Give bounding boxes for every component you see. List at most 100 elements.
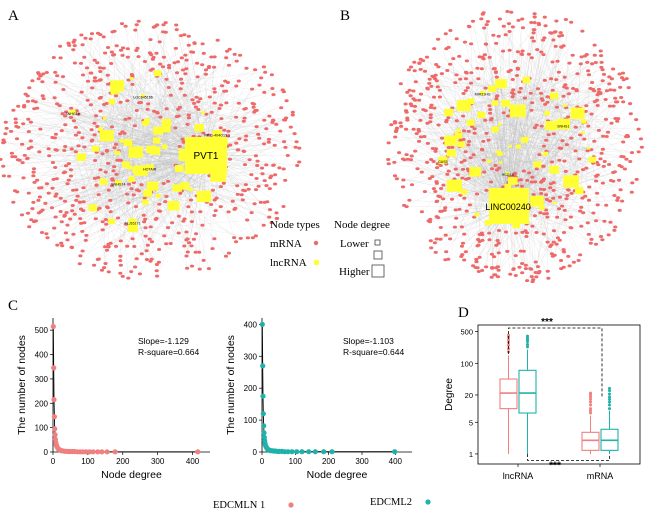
mrna-node <box>39 186 44 190</box>
lncrna-node <box>167 201 180 211</box>
lncrna-node <box>127 224 138 232</box>
outlier-point <box>589 411 592 415</box>
mrna-node <box>403 102 408 106</box>
mrna-node <box>412 69 417 73</box>
network-edge <box>461 144 603 184</box>
mrna-node <box>480 238 485 242</box>
mrna-node <box>429 158 434 161</box>
mrna-node <box>617 72 622 76</box>
mrna-node <box>89 139 94 143</box>
mrna-node <box>535 48 540 52</box>
mrna-node <box>217 107 222 110</box>
mrna-node <box>535 265 541 269</box>
mrna-node <box>262 142 267 146</box>
mrna-node <box>413 80 418 84</box>
lncrna-node <box>99 130 114 142</box>
mrna-node <box>543 208 549 212</box>
panel-letter-b: B <box>340 8 350 24</box>
mrna-node <box>520 26 526 30</box>
mrna-node <box>459 244 465 248</box>
mrna-node <box>619 76 625 80</box>
mrna-node <box>412 109 417 113</box>
mrna-node <box>130 74 135 78</box>
data-point <box>321 449 327 455</box>
bottom-legend-edcml2-swatch <box>425 499 431 505</box>
mrna-node <box>600 147 606 151</box>
mrna-node <box>444 120 449 124</box>
network-edge <box>176 24 207 156</box>
mrna-node <box>472 127 477 131</box>
mrna-node <box>74 188 79 192</box>
mrna-node <box>226 251 231 255</box>
network-edge <box>145 89 283 125</box>
mrna-node <box>431 95 437 99</box>
network-edge <box>37 129 101 181</box>
lncrna-node <box>588 156 596 163</box>
network-edge <box>152 141 184 188</box>
mrna-node <box>400 185 406 189</box>
bottom-legend-edcmln1-label: EDCMLN 1 <box>213 500 265 511</box>
lncrna-node <box>142 199 149 205</box>
mrna-node <box>167 63 172 67</box>
mrna-node <box>30 207 35 211</box>
mrna-node <box>548 245 553 248</box>
lncrna-node <box>180 182 190 190</box>
mrna-node <box>109 50 114 54</box>
network-edge <box>419 62 510 207</box>
mrna-node <box>96 193 101 197</box>
mrna-node <box>578 209 583 213</box>
x-tick-label: 200 <box>322 457 336 466</box>
data-point <box>312 449 318 455</box>
mrna-node <box>515 50 521 54</box>
mrna-node <box>392 120 397 124</box>
mrna-node <box>393 135 398 139</box>
mrna-node <box>44 182 50 186</box>
network-edge <box>160 64 180 170</box>
network-edge <box>141 171 259 187</box>
mrna-node <box>554 105 560 109</box>
network-edge <box>448 69 603 114</box>
mrna-node <box>125 99 130 103</box>
network-edge <box>122 154 207 277</box>
lncrna-node <box>533 161 542 168</box>
mrna-node <box>494 75 499 79</box>
mrna-node <box>457 54 462 58</box>
network-edge <box>503 26 584 123</box>
mrna-node <box>446 146 451 149</box>
mrna-node <box>571 260 577 264</box>
mrna-node <box>206 133 211 137</box>
mrna-node <box>77 262 82 266</box>
mrna-node <box>435 166 440 170</box>
mrna-node <box>496 229 502 232</box>
mrna-node <box>563 83 568 87</box>
mrna-node <box>386 158 391 161</box>
mrna-node <box>178 34 184 38</box>
mrna-node <box>523 229 528 233</box>
network-edge <box>131 78 284 92</box>
network-edge <box>507 130 599 175</box>
network-edge <box>100 60 237 130</box>
mrna-node <box>79 90 84 94</box>
mrna-node <box>520 53 525 56</box>
mrna-node <box>532 214 538 218</box>
mrna-node <box>257 83 262 87</box>
mrna-node <box>185 122 190 126</box>
outlier-point <box>589 407 592 411</box>
mrna-node <box>9 151 14 155</box>
network-edge <box>493 35 510 207</box>
mrna-node <box>624 157 629 161</box>
mrna-node <box>213 209 218 213</box>
mrna-node <box>264 127 269 131</box>
mrna-node <box>463 89 468 93</box>
mrna-node <box>436 65 441 69</box>
mrna-node <box>542 15 547 19</box>
mrna-node <box>551 132 556 136</box>
x-tick-label: mRNA <box>587 471 614 481</box>
mrna-node <box>459 160 464 164</box>
mrna-node <box>546 133 551 137</box>
mrna-node <box>638 137 644 141</box>
mrna-node <box>167 66 172 70</box>
lncrna-node <box>572 112 581 120</box>
network-edge <box>415 81 490 162</box>
mrna-node <box>288 125 293 129</box>
